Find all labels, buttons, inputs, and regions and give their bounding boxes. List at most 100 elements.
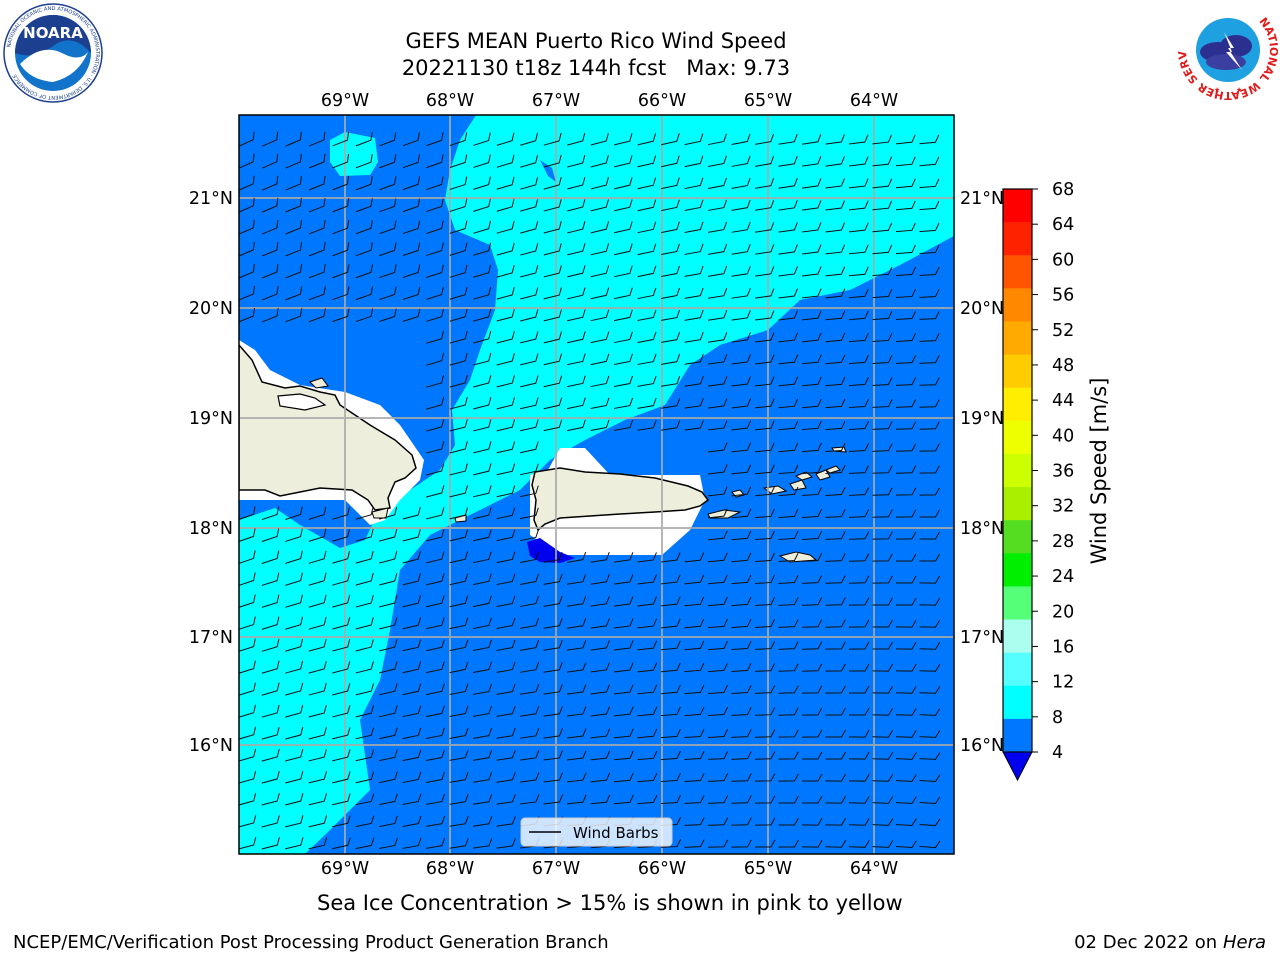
wind-barb [332,154,350,169]
wind-barb [825,222,846,233]
wind-barb [708,243,728,255]
wind-barb [919,531,940,540]
wind-barb [496,419,516,432]
wind-barb [426,683,445,696]
wind-barb [801,531,823,540]
wind-barb [614,419,634,431]
wind-barb [778,597,799,606]
wind-barb [731,332,751,343]
wind-barb [496,309,515,322]
wind-barb [613,706,634,717]
wind-barb [637,552,657,563]
wind-barb [872,266,893,277]
wind-barb [661,353,681,365]
wind-barb [637,309,657,322]
wind-barb [308,175,326,191]
wind-barb [496,441,516,454]
wind-barb [637,750,658,761]
wind-barb [637,574,657,585]
colorbar-tick-label: 36 [1052,462,1074,482]
wind-barb [661,133,680,146]
wind-barb [778,222,798,233]
wind-barb [895,178,916,189]
wind-barb [707,773,729,782]
wind-barb [426,551,445,564]
wind-barb [590,221,610,234]
wind-barb [895,311,916,321]
wind-barb [355,286,374,301]
wind-barb [332,639,351,652]
wind-barb [895,553,917,562]
colorbar-tick-label: 68 [1052,180,1074,200]
wind-barb [567,265,586,278]
wind-barb [872,156,893,167]
wind-barb [684,839,705,848]
wind-barb [567,397,586,410]
lat-label-left: 20°N [189,299,233,319]
wind-barb [684,817,705,826]
wind-barb [731,221,751,233]
wind-barb [590,596,610,607]
wind-barb [402,793,422,806]
wind-barb [919,619,941,628]
wind-barb [684,309,704,321]
wind-barb [825,487,846,496]
wind-barb [637,265,657,278]
wind-barb [754,486,775,497]
wind-barb [707,530,728,541]
wind-barb [449,176,468,190]
wind-barb [660,772,681,783]
wind-barb [872,355,893,365]
lon-label-bottom: 68°W [426,859,474,876]
wind-barb [660,552,681,563]
wind-barb [426,176,444,191]
colorbar-tick-label: 8 [1052,708,1063,728]
wind-barb [802,156,822,167]
wind-barb [332,594,351,608]
wind-barb [332,771,351,784]
wind-barb [473,242,492,256]
wind-barb [449,749,469,761]
wind-barb [261,837,280,850]
wind-barb [285,726,304,740]
wind-barb [520,309,539,322]
wind-barb [520,441,539,454]
wind-barb [308,815,328,828]
wind-barb [731,486,752,497]
wind-barb [520,176,539,190]
wind-barb [590,640,610,651]
wind-barb [848,597,870,606]
wind-barb [332,528,351,542]
wind-barb [473,573,492,586]
wind-barb [332,661,351,674]
wind-barb [919,509,940,518]
wind-barb [801,398,822,409]
noaa-logo-text: NOARA [23,24,83,42]
wind-barb [332,131,350,147]
wind-barb [801,641,823,650]
wind-barb [872,443,893,452]
colorbar-bin [1003,222,1032,256]
wind-barb [919,840,941,849]
wind-barb [872,178,893,189]
wind-barb [239,726,257,740]
wind-barb [355,595,374,608]
wind-field-8-12 [239,115,954,854]
wind-barb [708,287,728,299]
wind-barb [825,398,846,409]
wind-barb [449,815,469,827]
wind-barb [308,727,327,740]
colorbar-tick-label: 40 [1052,426,1074,446]
map-legend: Wind Barbs [520,817,673,847]
wind-barb [755,222,775,233]
wind-barb [567,353,586,366]
wind-barb [590,243,610,256]
wind-barb [567,573,587,585]
wind-barb [708,398,728,409]
wind-barb [919,597,941,606]
wind-barb [590,155,609,168]
wind-barb [778,663,799,672]
wind-barb [590,618,610,629]
wind-barb [332,815,351,828]
colorbar-tick-label: 24 [1052,567,1074,587]
